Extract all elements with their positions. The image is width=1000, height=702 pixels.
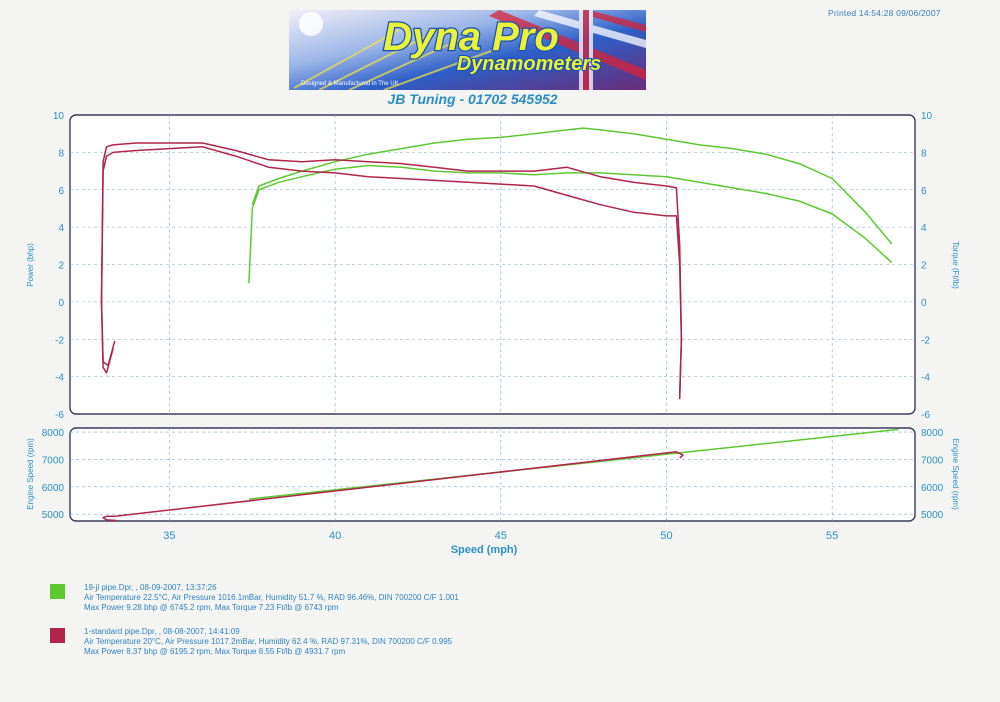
x-axis-label: Speed (mph): [451, 544, 518, 556]
series-line-torque-jl-pipe: [251, 127, 893, 245]
legend-1-line-2: Air Temperature 22.5°C, Air Pressure 101…: [84, 593, 459, 602]
series-line-power-standard-pipe: [100, 146, 683, 396]
x-tick-label: 35: [163, 530, 175, 542]
x-tick-label: 40: [329, 530, 341, 542]
rpm-tick-label-right: 8000: [921, 428, 944, 439]
series-line-torque-standard-pipe: [100, 142, 683, 400]
y-tick-label-right: 8: [921, 148, 927, 159]
y-tick-label-left: 0: [58, 298, 64, 309]
y-tick-label-right: -2: [921, 335, 930, 346]
legend-swatch-series1: [50, 584, 65, 599]
y-tick-label-left: -2: [55, 335, 64, 346]
y-axis-label-right: Torque (Ft/lb): [951, 241, 960, 289]
x-tick-label: 55: [826, 530, 838, 542]
rpm-tick-label-left: 5000: [42, 510, 65, 521]
printed-timestamp: Printed 14:54:28 09/06/2007: [828, 8, 941, 18]
legend-2-line-3: Max Power 8.37 bhp @ 6195.2 rpm, Max Tor…: [84, 647, 346, 656]
rpm-axis-label-right: Engine Speed (rpm): [951, 438, 960, 510]
rpm-tick-label-right: 5000: [921, 510, 944, 521]
y-tick-label-right: 0: [921, 298, 927, 309]
y-tick-label-left: 2: [58, 261, 64, 272]
legend-2-line-2: Air Temperature 20°C, Air Pressure 1017.…: [84, 637, 453, 646]
y-tick-label-left: -4: [55, 373, 64, 384]
logo-tagline: Designed & Manufactured in The UK: [301, 81, 399, 87]
logo-subtitle: Dynamometers: [457, 53, 602, 75]
y-tick-label-left: 10: [53, 111, 65, 122]
rpm-tick-label-left: 7000: [42, 455, 65, 466]
y-tick-label-right: -4: [921, 373, 930, 384]
series-line-power-jl-pipe: [248, 164, 893, 284]
legend-2-line-1: 1-standard pipe.Dpr, , 08-08-2007, 14:41…: [84, 627, 240, 636]
y-tick-label-right: 2: [921, 261, 927, 272]
x-tick-label: 50: [660, 530, 672, 542]
legend-1-line-1: 19-jl pipe.Dpr, , 08-09-2007, 13:37:26: [84, 583, 217, 592]
legend-entry-2: 1-standard pipe.Dpr, , 08-08-2007, 14:41…: [84, 627, 452, 657]
rpm-axis-label-left: Engine Speed (rpm): [26, 438, 35, 510]
legend-entry-1: 19-jl pipe.Dpr, , 08-09-2007, 13:37:26 A…: [84, 583, 459, 613]
dynapro-logo-banner: Dyna Pro Dynamometers Designed & Manufac…: [289, 10, 646, 90]
y-tick-label-left: 4: [58, 223, 64, 234]
logo-title: Dyna Pro: [383, 15, 559, 59]
rpm-tick-label-right: 7000: [921, 455, 944, 466]
series-line-rpm-standard-pipe: [102, 451, 684, 522]
y-tick-label-right: 10: [921, 111, 933, 122]
y-tick-label-right: -6: [921, 410, 930, 421]
y-tick-label-left: 8: [58, 148, 64, 159]
y-axis-label-left: Power (bhp): [26, 243, 35, 287]
rpm-tick-label-left: 8000: [42, 428, 65, 439]
y-tick-label-right: 4: [921, 223, 927, 234]
y-tick-label-left: -6: [55, 410, 64, 421]
x-tick-label: 45: [495, 530, 507, 542]
rpm-tick-label-left: 6000: [42, 483, 65, 494]
y-tick-label-left: 6: [58, 186, 64, 197]
rpm-tick-label-right: 6000: [921, 483, 944, 494]
legend-1-line-3: Max Power 9.28 bhp @ 6745.2 rpm, Max Tor…: [84, 603, 339, 612]
company-header: JB Tuning - 01702 545952: [387, 91, 558, 107]
y-tick-label-right: 6: [921, 186, 927, 197]
legend-swatch-series2: [50, 628, 65, 643]
